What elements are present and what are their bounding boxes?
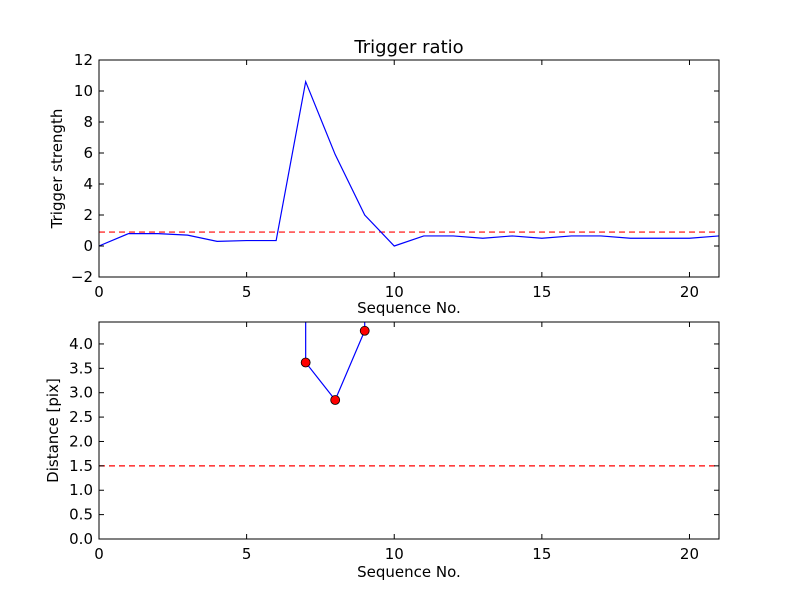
trigger-chart-title: Trigger ratio xyxy=(353,37,463,58)
distance-chart-x-tick-label: 5 xyxy=(242,545,252,563)
trigger-chart-y-tick-label: 0 xyxy=(83,237,93,255)
trigger-chart-y-tick-label: 8 xyxy=(83,113,93,131)
distance-chart-y-tick-label: 0.5 xyxy=(69,506,93,524)
trigger-chart-x-tick-label: 5 xyxy=(242,283,252,301)
distance-chart-data-point xyxy=(300,357,311,368)
trigger-chart-x-tick-label: 20 xyxy=(680,283,699,301)
trigger-chart-y-tick-label: 6 xyxy=(83,144,93,162)
distance-chart-y-tick-label: 4.0 xyxy=(69,335,93,353)
trigger-chart-series-line xyxy=(99,79,719,247)
distance-chart-y-tick-label: 2.5 xyxy=(69,408,93,426)
distance-chart: 0 5 10 15 20 0.0 0.5 1.0 1.5 2.0 2.5 3.0 3.5 4.0 Seque… xyxy=(44,321,720,581)
trigger-chart-x-axis-label: Sequence No. xyxy=(357,299,461,317)
distance-chart-y-tick-label: 3.5 xyxy=(69,359,93,377)
distance-chart-data-point xyxy=(359,325,370,336)
trigger-chart-y-tick-label: 10 xyxy=(74,82,93,100)
trigger-chart-y-tick-label: −2 xyxy=(71,268,93,286)
distance-chart-y-tick-label: 1.5 xyxy=(69,457,93,475)
distance-chart-x-axis-label: Sequence No. xyxy=(357,563,461,581)
trigger-chart-plot-area xyxy=(99,60,719,277)
trigger-chart-x-tick-label: 15 xyxy=(532,283,551,301)
distance-chart-y-tick-label: 1.0 xyxy=(69,481,93,499)
trigger-chart-frame xyxy=(98,59,720,278)
trigger-chart-x-tick-label: 10 xyxy=(385,283,404,301)
distance-chart-y-tick-label: 2.0 xyxy=(69,432,93,450)
distance-chart-y-tick-label: 0.0 xyxy=(69,530,93,548)
distance-chart-y-axis-label: Distance [pix] xyxy=(44,378,62,483)
trigger-chart-x-tick-label: 0 xyxy=(94,283,104,301)
distance-chart-plot-area xyxy=(99,322,719,539)
distance-chart-data-point xyxy=(330,395,341,405)
trigger-chart-y-tick-label: 12 xyxy=(74,51,93,69)
distance-chart-frame xyxy=(98,321,720,540)
trigger-chart-y-tick-label: 4 xyxy=(83,175,93,193)
trigger-chart-y-tick-label: 2 xyxy=(83,206,93,224)
trigger-chart-y-axis-label: Trigger strength xyxy=(48,109,66,230)
distance-chart-x-tick-label: 10 xyxy=(385,545,404,563)
distance-chart-x-tick-label: 0 xyxy=(94,545,104,563)
distance-chart-x-tick-label: 20 xyxy=(680,545,699,563)
distance-chart-x-tick-label: 15 xyxy=(532,545,551,563)
distance-chart-y-tick-label: 3.0 xyxy=(69,384,93,402)
